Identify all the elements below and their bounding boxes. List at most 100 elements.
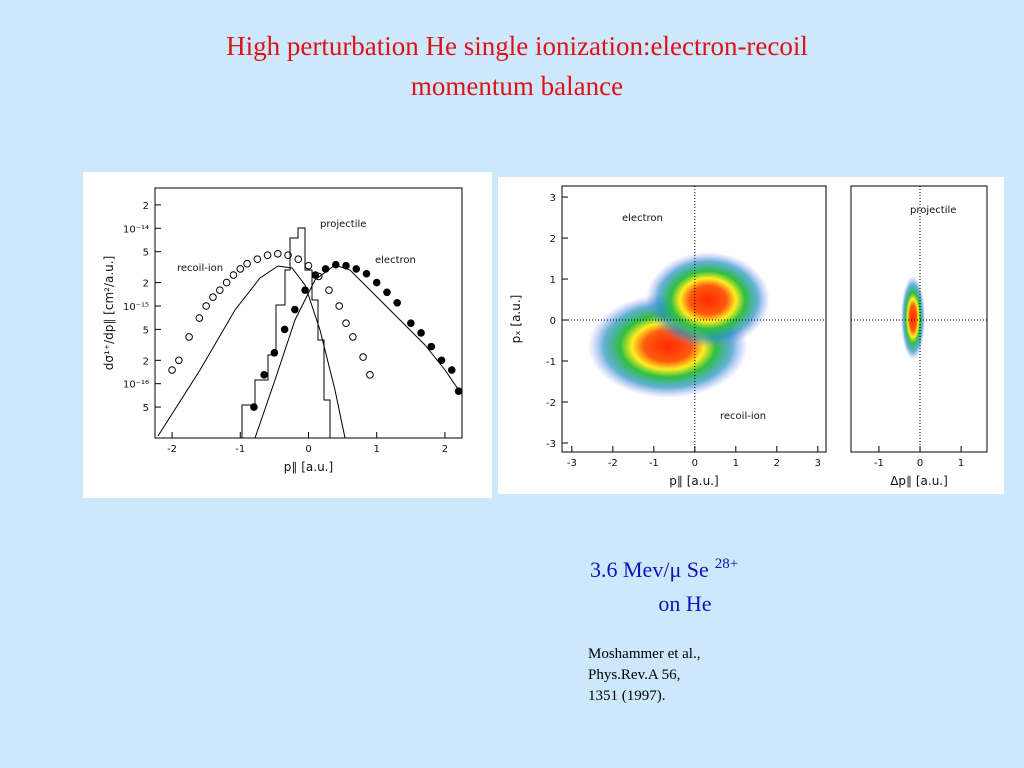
data-point [437,356,446,365]
data-point [209,293,217,301]
y-tick-label: 10⁻¹⁴ [123,224,149,235]
y-tick-label: 10⁻¹⁶ [123,380,149,391]
data-point [393,298,401,307]
plot-frame [561,185,827,453]
data-point [362,269,371,278]
data-point [260,371,268,379]
y-tick-label: 2 [143,356,149,367]
y-tick-label: 1 [550,275,556,286]
data-point [202,302,210,310]
data-point [284,251,292,260]
y-tick-label: -2 [546,398,556,409]
data-point [372,278,381,287]
projectile-histogram [236,227,331,439]
x-tick-label: 0 [305,444,311,455]
data-point [352,265,361,273]
reference-line: Moshammer et al., [588,646,700,662]
data-point [311,271,320,279]
data-point [229,271,238,279]
x-tick-label: -1 [235,444,245,455]
x-tick-label: 0 [692,458,698,469]
x-tick-label: 1 [374,444,380,455]
annotation: projectile [910,205,956,216]
data-point [301,286,309,294]
x-tick-label: 2 [442,444,448,455]
x-tick-label: -2 [167,444,177,455]
x-tick-label: 2 [774,458,780,469]
data-point [236,265,245,273]
data-point [253,255,262,264]
title-line: High perturbation He single ionization:e… [226,31,808,61]
data-point [250,403,258,411]
data-point [280,325,289,334]
data-point [222,278,231,287]
theory-curve [157,265,346,439]
data-point [325,286,333,294]
data-point [263,251,272,260]
data-point [447,366,456,374]
series-label: electron [375,255,416,266]
caption: on He [658,591,711,616]
data-point [349,333,357,341]
x-tick-label: -1 [874,458,884,469]
caption-text: 3.6 Mev/μ Se [590,557,709,582]
y-tick-label: 10⁻¹⁵ [123,302,149,313]
annotation: recoil-ion [720,411,766,422]
data-point [291,305,299,314]
reference-line: Phys.Rev.A 56, [588,667,680,683]
data-point [359,353,367,361]
title-line: momentum balance [411,71,623,101]
x-tick-label: 1 [958,458,964,469]
figure-panel [498,177,1004,494]
data-point [342,319,350,328]
caption: 3.6 Mev/μ Se 28+ [590,556,738,582]
data-point [427,342,436,351]
data-point [294,255,303,264]
data-point [321,265,330,273]
y-tick-label: 0 [550,316,556,327]
data-point [216,286,224,294]
data-point [175,356,183,365]
x-axis-label: p∥ [a.u.] [669,474,718,488]
annotation: projectile [320,219,366,230]
electron-density [646,252,770,348]
data-point [185,333,193,341]
x-tick-label: 0 [917,458,923,469]
y-tick-label: 5 [143,403,149,414]
data-point [270,348,279,357]
data-point [342,261,350,270]
data-point [366,371,374,379]
data-point [417,329,425,337]
y-tick-label: 3 [550,193,556,204]
annotation: electron [622,213,663,224]
data-point [331,260,340,269]
y-axis-label: pₓ [a.u.] [509,295,523,344]
y-tick-label: 2 [550,234,556,245]
x-tick-label: -1 [649,458,659,469]
theory-curve [254,264,461,439]
x-axis-label: p∥ [a.u.] [284,460,333,474]
y-tick-label: 5 [143,248,149,259]
data-point [304,261,313,270]
data-point [407,319,415,328]
data-point [168,366,176,374]
data-point [454,387,463,396]
caption-superscript: 28+ [715,556,738,572]
data-point [243,259,251,268]
x-axis-label: Δp∥ [a.u.] [890,474,948,488]
data-point [383,288,391,297]
y-axis-label: dσ¹⁺/dp∥ [cm²/a.u.] [102,256,116,371]
plot-frame [850,185,988,453]
y-tick-label: 2 [143,279,149,290]
data-point [195,314,204,322]
x-tick-label: -3 [567,458,577,469]
y-tick-label: -1 [546,357,556,368]
x-tick-label: -2 [608,458,618,469]
y-tick-label: -3 [546,439,556,450]
data-point [274,249,282,258]
reference-line: 1351 (1997). [588,688,666,704]
y-tick-label: 2 [143,201,149,212]
x-tick-label: 3 [815,458,821,469]
series-label: recoil-ion [177,263,223,274]
